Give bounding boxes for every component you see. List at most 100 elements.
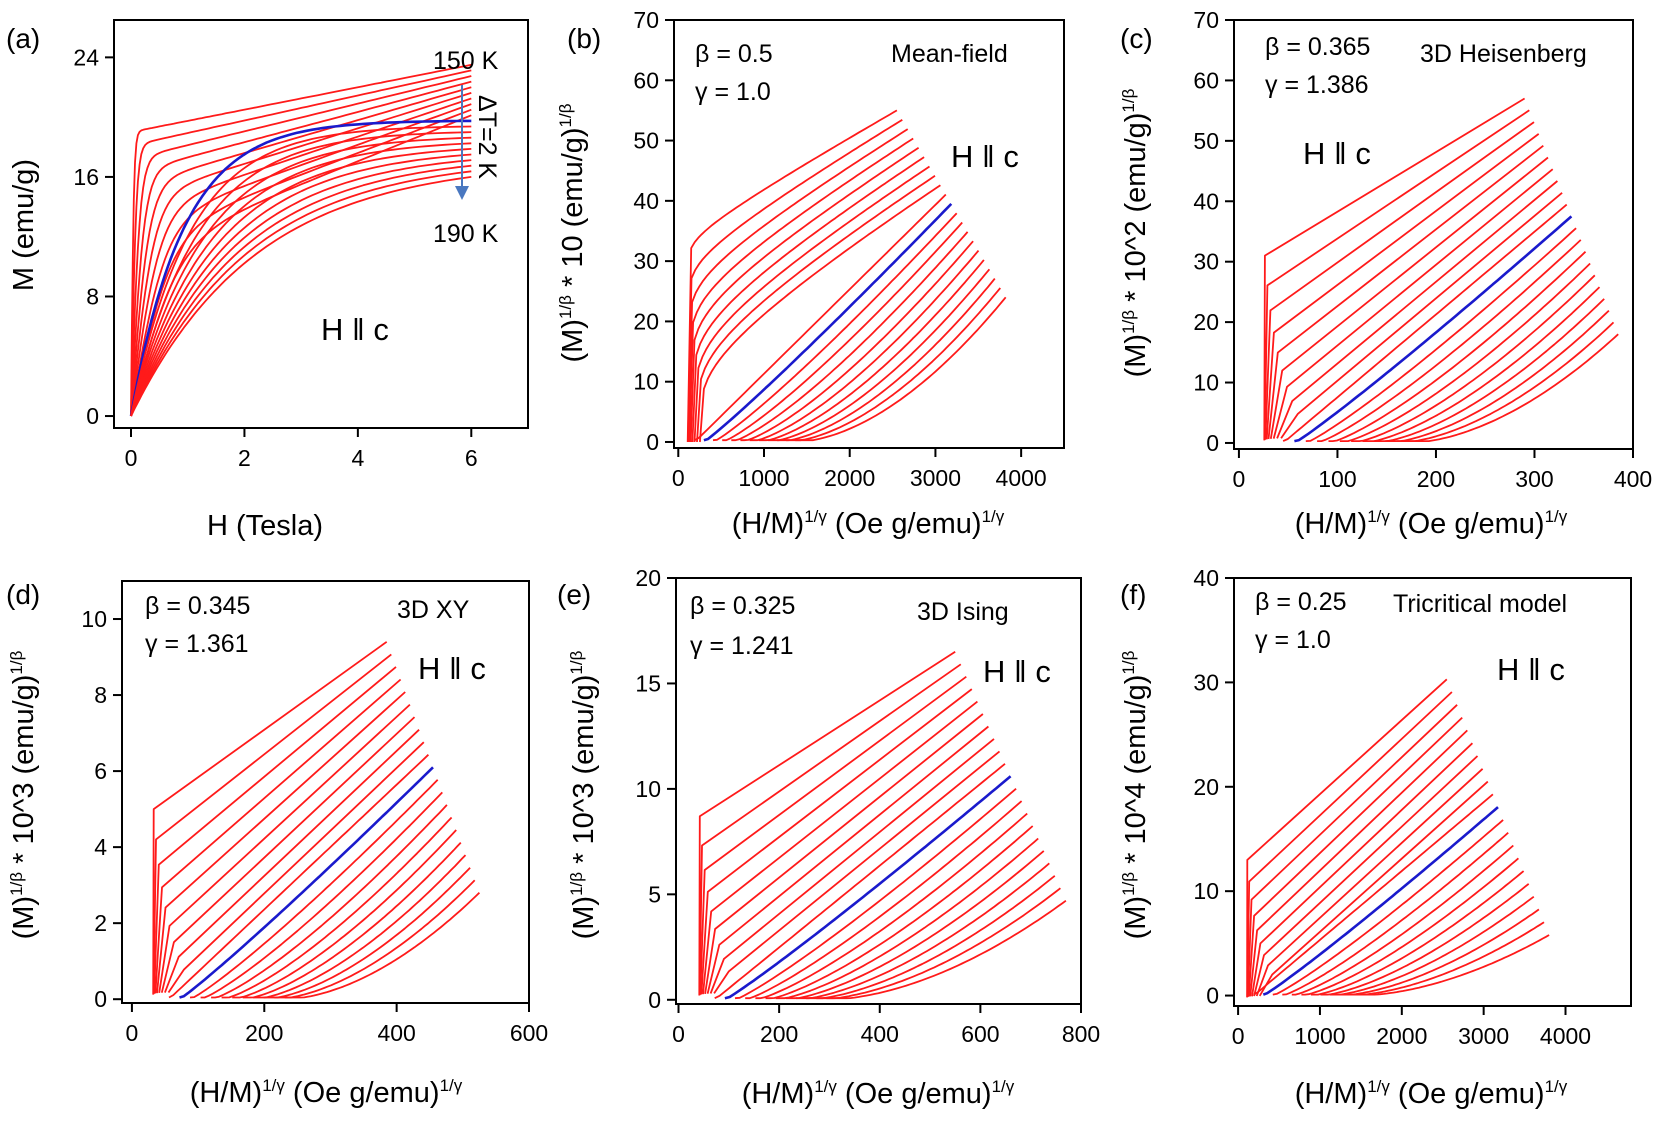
series-line [160,716,416,993]
y-tick-label: 0 [648,987,661,1013]
plot-frame [1233,19,1634,450]
x-axis-title: (H/M)1/γ (Oe g/emu)1/γ [1295,507,1568,540]
series-line [154,678,402,994]
series-group [1246,678,1550,998]
series-line [686,109,898,443]
y-axis-title: (M)1/β * 10 (emu/g)1/β [556,103,589,362]
series-line [806,875,1056,1000]
series-line [749,250,980,442]
y-tick-label: 15 [635,670,661,696]
series-line [700,688,973,995]
series-line [189,779,439,999]
series-line [777,278,996,442]
series-line [1358,934,1550,996]
series-line [699,184,941,443]
y-tick-label: 60 [1193,67,1219,93]
series-line [1310,870,1525,996]
series-line [152,641,388,995]
series-line [734,788,1017,1000]
series-line [158,703,411,994]
y-tick-label: 0 [1206,430,1219,456]
field-direction-label: H ‖ c [983,654,1051,689]
series-line [1263,97,1526,441]
series-line [1329,895,1535,996]
plot-frame [673,19,1065,449]
x-tick-label: 800 [1062,1021,1100,1047]
series-line [709,738,995,994]
series-line [786,287,1001,442]
beta-text: β = 0.345 [145,592,250,620]
series-line [1320,883,1530,996]
y-tick-label: 40 [633,188,659,214]
series-line [1339,908,1540,996]
y-tick-label: 5 [648,881,661,907]
series-line [1385,309,1610,442]
series-line [130,86,472,417]
gamma-text: γ = 1.361 [145,630,249,658]
series-line [130,75,472,417]
y-tick-label: 20 [635,565,661,591]
panel-label: (b) [567,23,601,54]
temperature-label-top: 150 K [433,47,499,75]
series-line [1267,144,1544,440]
beta-text: β = 0.325 [690,592,795,620]
series-line [699,675,967,995]
series-line [168,754,430,999]
y-tick-label: 16 [73,164,99,190]
x-tick-label: 600 [961,1021,999,1047]
chart-panel-c: 0 100 200 300 400 0 10 20 30 40 50 60 70 (c) (H/M)1/γ … [1119,7,1652,540]
temperature-arrowhead [455,186,469,200]
series-line [1282,832,1509,996]
series-line [767,268,991,442]
series-line [1280,192,1563,439]
series-line [796,862,1050,1000]
x-tick-label: 2 [238,445,251,471]
series-line [775,837,1039,1000]
y-tick-label: 20 [633,308,659,334]
series-line [740,240,974,442]
series-line [1294,215,1573,443]
series-line [1396,321,1615,442]
series-line [1348,921,1545,996]
beta-text: β = 0.365 [1265,33,1370,61]
model-label: 3D Ising [917,598,1009,626]
plot-frame [675,577,1082,1005]
y-tick-label: 10 [633,369,659,395]
panel-label: (d) [6,579,40,610]
series-line [1253,755,1479,997]
x-tick-label: 400 [377,1020,415,1046]
y-tick-label: 20 [1193,309,1219,335]
series-line [1362,286,1601,442]
gamma-text: γ = 1.0 [695,78,771,106]
series-line [1272,168,1554,439]
series-line [153,666,397,994]
series-line [1291,844,1514,996]
chart-panel-f: 0 1000 2000 3000 4000 0 10 20 30 40 (f) (H/M)1/γ (O… [1119,565,1632,1110]
series-line [200,791,443,999]
x-tick-label: 100 [1318,466,1356,492]
series-line [698,663,962,996]
series-line [164,729,420,993]
series-line [1251,742,1474,997]
y-tick-label: 10 [635,776,661,802]
gamma-text: γ = 1.0 [1255,626,1331,654]
series-line [242,841,462,999]
y-tick-label: 30 [1193,669,1219,695]
chart-panel-d: 0 200 400 600 0 2 4 6 8 10 (d) (H/M)1/γ (Oe g/emu)1… [6,579,548,1109]
field-direction-label: H ‖ c [1303,136,1371,171]
series-line [1247,704,1458,997]
y-tick-label: 24 [73,44,99,70]
series-line [167,741,425,994]
series-line [130,69,472,417]
delta-t-label: ΔT=2 K [473,95,501,179]
x-tick-label: 300 [1515,466,1553,492]
series-line [130,170,472,417]
series-line [152,653,392,995]
series-line [156,691,406,994]
series-line [785,850,1045,1000]
plot-frame [113,19,529,429]
series-line [1258,780,1489,997]
x-tick-label: 0 [1233,466,1246,492]
y-axis-title: (M)1/β * 10^4 (emu/g)1/β [1119,650,1152,939]
y-axis-title: (M)1/β * 10^3 (emu/g)1/β [567,650,600,939]
